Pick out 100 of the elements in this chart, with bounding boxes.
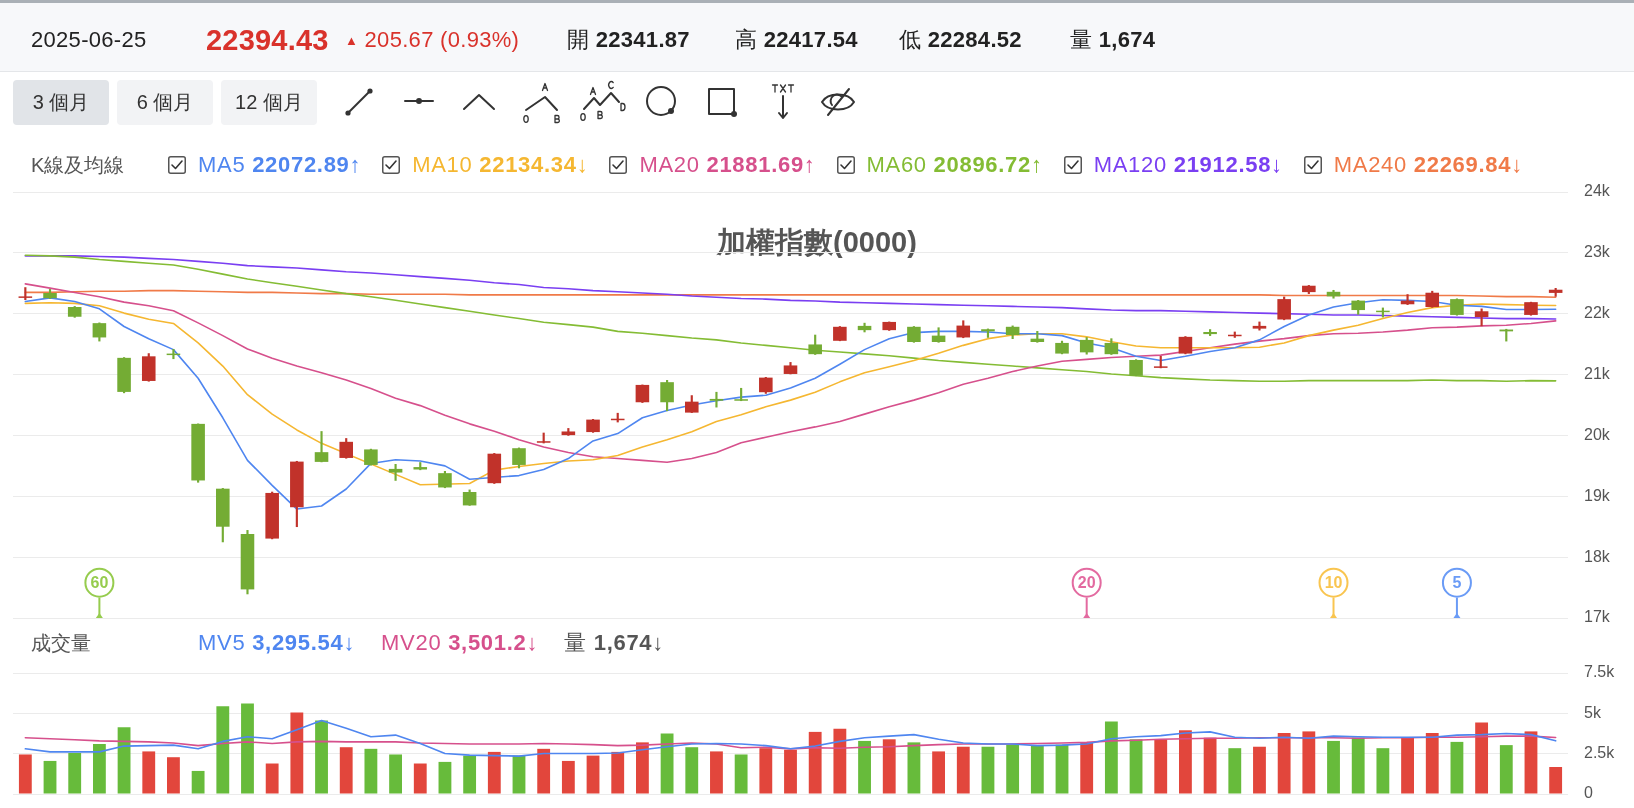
series-label: 20 (1077, 574, 1096, 592)
bar (487, 751, 501, 794)
candlestick (314, 431, 329, 463)
y-tick-label: 20k (1584, 425, 1611, 443)
text: MA120 21912.58↓ (1093, 152, 1283, 178)
y-tick-label: 24k (1584, 182, 1611, 200)
bar (68, 753, 82, 794)
bar (759, 748, 773, 794)
y-tick-label: 17k (1584, 608, 1611, 626)
text: MA60 20896.72↑ (866, 152, 1043, 178)
bar (216, 706, 230, 794)
y-tick-label: 22k (1584, 304, 1611, 322)
bar (734, 754, 748, 794)
text: MA240 22269.84↓ (1333, 152, 1523, 178)
text: 2025-06-25 (31, 26, 147, 54)
bar (882, 739, 896, 794)
button: 3 個月 (13, 80, 109, 125)
bar (635, 742, 649, 794)
bar (241, 703, 254, 794)
bar (1425, 733, 1439, 794)
bar (265, 763, 279, 794)
bar (1203, 737, 1217, 794)
series-label: 5 (1452, 574, 1462, 592)
y-tick-label: 5k (1584, 703, 1602, 721)
button: 6 個月 (117, 80, 213, 125)
bar (932, 751, 946, 794)
bar (438, 761, 452, 794)
bar (1376, 748, 1390, 794)
bar (18, 754, 32, 794)
y-tick-label: 19k (1584, 486, 1611, 504)
bar (1253, 746, 1266, 794)
bar (463, 755, 477, 794)
bar (784, 749, 797, 794)
text: MV5 3,295.54↓ (198, 630, 356, 656)
bar (1080, 743, 1094, 794)
y-tick-label: 0 (1584, 784, 1593, 802)
bar (1179, 730, 1192, 794)
bar (833, 728, 847, 794)
bar (1475, 722, 1489, 794)
bar (710, 751, 723, 794)
text: MA10 22134.34↓ (412, 152, 589, 178)
y-tick-label: 21k (1584, 364, 1611, 382)
bar (858, 740, 871, 794)
bar (537, 748, 551, 794)
bar (1351, 737, 1365, 794)
bar (1129, 739, 1143, 794)
legend-title: 成交量 (31, 630, 91, 656)
y-tick-label: 23k (1584, 243, 1611, 261)
text: 高 22417.54 (735, 26, 858, 54)
bar (1154, 739, 1168, 794)
bar (808, 731, 822, 794)
y-tick-label: 18k (1584, 547, 1611, 565)
bar (117, 727, 131, 794)
candlestick (709, 391, 724, 408)
y-tick-label: 2.5k (1584, 744, 1616, 762)
bar (512, 755, 526, 794)
bar (389, 754, 402, 794)
bar (1302, 731, 1316, 794)
bar (981, 746, 995, 794)
bar (1030, 745, 1044, 794)
bar (685, 747, 699, 794)
text: 開 22341.87 (567, 26, 690, 54)
text: MV20 3,501.2↓ (381, 630, 539, 656)
bar (191, 770, 205, 794)
bar (1327, 740, 1340, 794)
text: 低 22284.52 (899, 26, 1022, 54)
bar (364, 748, 378, 794)
bar (339, 747, 353, 794)
bar (1401, 737, 1414, 794)
text: MA20 21881.69↑ (639, 152, 816, 178)
bar (1104, 721, 1118, 794)
bar (561, 760, 575, 794)
series-label: 60 (90, 574, 109, 592)
bar (290, 712, 304, 794)
bar (1277, 733, 1291, 794)
bar (611, 751, 625, 794)
bar (1450, 741, 1464, 794)
legend-title: K線及均線 (31, 152, 125, 178)
bar (1055, 744, 1069, 794)
bar (1228, 748, 1242, 794)
candlestick (388, 464, 403, 481)
text: 量 1,674 (1070, 26, 1156, 54)
text: MA5 22072.89↑ (198, 152, 362, 178)
bar (413, 763, 427, 794)
bar (907, 742, 921, 794)
text: ▲ 205.67 (0.93%) (345, 27, 520, 53)
text: 量 1,674↓ (564, 629, 664, 657)
text: 加權指數(0000) (717, 226, 917, 258)
bar (1499, 745, 1513, 794)
y-tick-label: 7.5k (1584, 663, 1616, 681)
text: 22394.43 (206, 22, 329, 58)
bar (167, 757, 180, 794)
bar (315, 720, 328, 794)
bar (1549, 766, 1563, 794)
bar (92, 743, 106, 794)
bar (586, 755, 600, 794)
bar (142, 751, 156, 794)
bar (660, 733, 674, 794)
bar (956, 746, 970, 794)
button: 12 個月 (221, 80, 317, 125)
